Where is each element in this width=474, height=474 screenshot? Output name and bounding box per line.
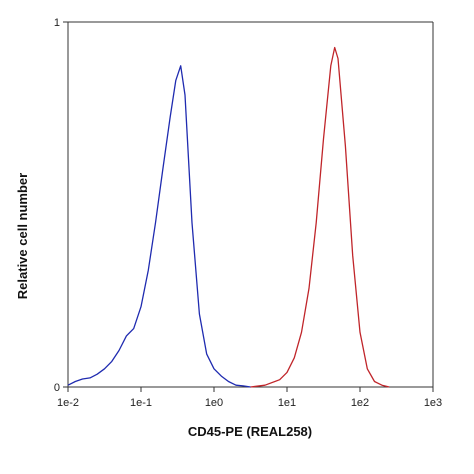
x-tick-label: 1e1: [278, 397, 296, 409]
y-tick-label: 1: [54, 17, 60, 29]
series-line-blue: [67, 65, 251, 388]
series-line-red: [250, 46, 390, 388]
x-tick-label: 1e-2: [57, 397, 79, 409]
x-tick-label: 1e2: [351, 397, 369, 409]
y-axis-title: Relative cell number: [15, 173, 30, 299]
series-layer: [67, 46, 390, 388]
x-axis-title: CD45-PE (REAL258): [188, 424, 312, 439]
y-tick-label: 0: [54, 382, 60, 394]
tick-layer: 1e-2 1e-1 1e0 1e1 1e2 1e3 0 1: [54, 17, 442, 409]
x-tick-label: 1e-1: [130, 397, 152, 409]
x-tick-label: 1e0: [205, 397, 223, 409]
x-tick-label: 1e3: [424, 397, 442, 409]
